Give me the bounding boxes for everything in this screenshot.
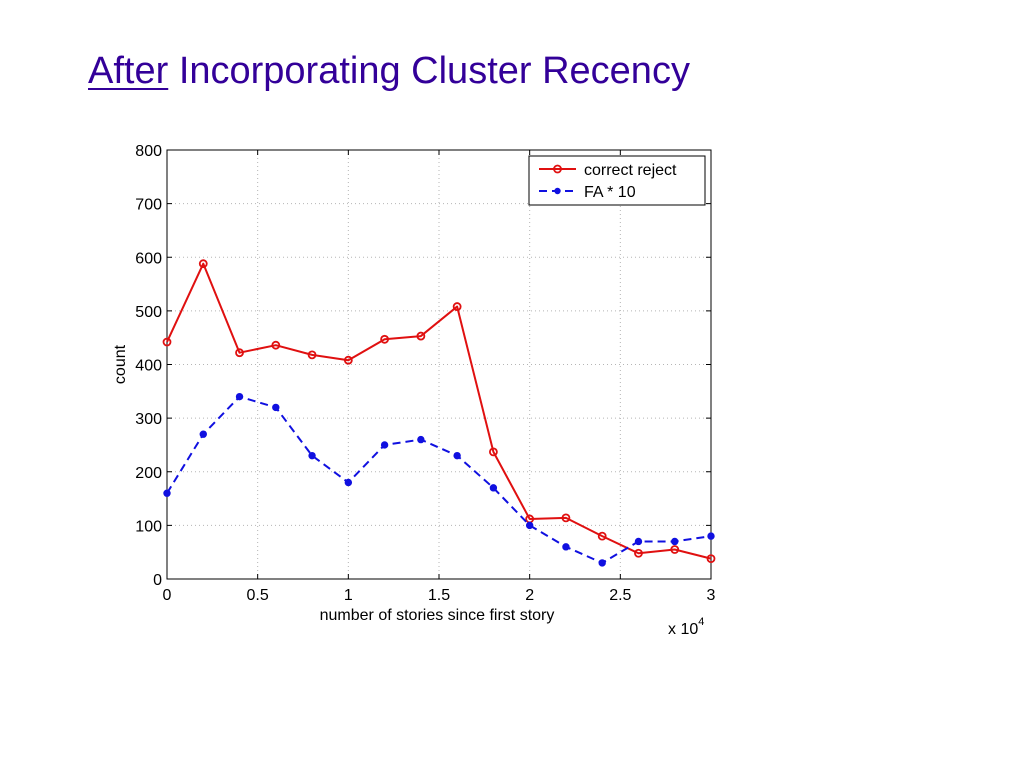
y-axis-label: count xyxy=(112,344,129,384)
y-tick-label: 300 xyxy=(135,411,162,428)
data-point xyxy=(343,355,353,365)
data-point xyxy=(380,334,390,344)
data-point xyxy=(706,554,716,564)
x-tick-label: 1 xyxy=(344,587,353,604)
data-point xyxy=(235,348,244,358)
data-point xyxy=(453,451,461,460)
data-point xyxy=(308,451,316,460)
x-tick-label: 1.5 xyxy=(428,587,450,604)
legend-label: correct reject xyxy=(584,162,677,179)
legend-swatch-marker xyxy=(554,187,561,195)
y-tick-label: 800 xyxy=(135,143,162,160)
slide-title: After Incorporating Cluster Recency xyxy=(88,50,690,93)
data-point xyxy=(598,559,606,567)
series-line xyxy=(166,262,712,560)
y-tick-label: 400 xyxy=(135,358,162,375)
data-point xyxy=(488,447,498,457)
series-line xyxy=(166,395,712,564)
data-point xyxy=(344,478,353,487)
axis-ticks: 0 0.5 1 1.5 2 2.5 3 0 100 200 300 400 500 600 700 800 xyxy=(135,143,715,604)
x-multiplier-base: x 10 xyxy=(668,621,698,638)
data-point xyxy=(162,337,172,347)
data-point xyxy=(634,548,643,558)
y-tick-label: 100 xyxy=(135,518,162,535)
title-rest: Incorporating Cluster Recency xyxy=(178,50,690,92)
x-tick-label: 2 xyxy=(525,587,534,604)
series-layer xyxy=(162,259,716,567)
x-multiplier-exponent: 4 xyxy=(698,616,704,628)
data-point xyxy=(671,537,679,546)
x-tick-label: 0 xyxy=(163,587,172,604)
data-point xyxy=(272,403,280,412)
legend-label: FA * 10 xyxy=(584,184,636,201)
data-point xyxy=(163,489,171,497)
data-point xyxy=(525,521,534,530)
grid-lines xyxy=(167,150,711,579)
data-point xyxy=(235,392,244,401)
x-tick-label: 0.5 xyxy=(247,587,269,604)
x-tick-label: 2.5 xyxy=(609,587,631,604)
y-tick-label: 200 xyxy=(135,465,162,482)
data-point xyxy=(562,543,570,551)
series-fa-10 xyxy=(163,392,715,567)
data-point xyxy=(417,435,425,444)
x-multiplier-label: x 104 xyxy=(668,616,704,638)
y-tick-label: 600 xyxy=(135,250,162,267)
data-point xyxy=(452,302,462,311)
series-correct-reject xyxy=(162,259,716,564)
data-point xyxy=(489,484,498,492)
legend-box xyxy=(528,155,706,206)
x-tick-label: 3 xyxy=(707,587,716,604)
data-point xyxy=(198,259,208,269)
data-point xyxy=(380,441,389,449)
y-tick-label: 0 xyxy=(153,572,162,589)
data-point xyxy=(597,531,607,541)
data-point xyxy=(561,513,571,523)
data-point xyxy=(199,430,207,438)
y-tick-label: 700 xyxy=(135,197,162,214)
data-point xyxy=(271,340,281,350)
data-point xyxy=(416,331,426,341)
title-prefix: After xyxy=(88,50,169,92)
data-point xyxy=(707,532,715,540)
legend-swatch-marker xyxy=(553,164,562,174)
y-tick-label: 500 xyxy=(135,304,162,321)
data-point xyxy=(307,350,317,360)
legend: correct reject FA * 10 xyxy=(528,155,706,206)
x-axis-label: number of stories since first story xyxy=(320,607,555,624)
data-point xyxy=(634,537,643,546)
data-point xyxy=(670,545,680,554)
